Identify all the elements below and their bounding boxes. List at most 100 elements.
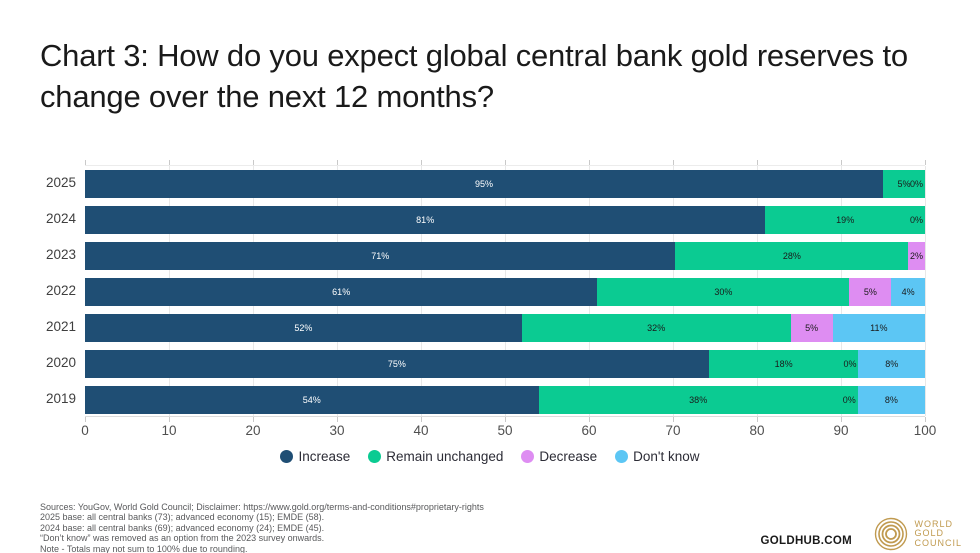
bar-row: 52% 32% 5% 11% — [85, 310, 925, 346]
axis-tick — [337, 160, 338, 165]
legend-item[interactable]: Don't know — [615, 449, 700, 464]
legend: Increase Remain unchanged Decrease Don't kn… — [0, 449, 980, 464]
bar-segment-label: 0% — [842, 395, 856, 405]
y-axis-category-label: 2021 — [45, 319, 76, 334]
wgc-logo-text: WORLD GOLD COUNCIL — [914, 518, 962, 549]
bar-segment[interactable] — [85, 314, 522, 342]
axis-tick — [253, 160, 254, 165]
bar-segment-label: 52% — [294, 323, 313, 333]
x-axis-tick-label: 50 — [497, 423, 513, 438]
legend-label: Don't know — [633, 449, 700, 464]
bar-segment[interactable] — [675, 242, 909, 270]
bar-segment[interactable] — [832, 314, 925, 342]
bar-segment[interactable] — [85, 350, 709, 378]
legend-swatch-icon — [615, 450, 629, 463]
y-axis-labels: 2025 2024 2023 2022 2021 2020 2019 — [0, 165, 76, 417]
footnotes: Sources: YouGov, World Gold Council; Dis… — [40, 502, 484, 553]
axis-tick — [925, 417, 926, 422]
legend-label: Increase — [298, 449, 351, 464]
bar-segment-label: 30% — [714, 287, 733, 297]
axis-tick — [841, 160, 842, 165]
bar-segment-label: 11% — [870, 323, 888, 333]
bar-segment-label: 4% — [901, 287, 915, 297]
legend-item[interactable]: Remain unchanged — [368, 449, 503, 464]
bar-segment[interactable] — [891, 278, 925, 306]
axis-tick — [673, 417, 674, 422]
gridline — [925, 166, 926, 416]
axis-tick — [337, 417, 338, 422]
x-axis-tick-label: 30 — [329, 423, 345, 438]
legend-label: Remain unchanged — [386, 449, 504, 464]
legend-label: Decrease — [539, 449, 598, 464]
y-axis-category-label: 2023 — [45, 247, 76, 262]
wgc-logo-line: COUNCIL — [914, 537, 962, 548]
bar-segment[interactable] — [790, 314, 833, 342]
wgc-rings-icon — [875, 517, 908, 551]
axis-tick — [925, 160, 926, 165]
y-axis-category-label: 2024 — [45, 211, 76, 226]
bar-segment-label: 28% — [782, 251, 801, 261]
bar-row: 54% 38% 0% 8% — [85, 382, 925, 418]
x-axis-tick-label: 10 — [161, 423, 177, 438]
bar-segment-label: 95% — [474, 179, 494, 189]
footnote-line: 2025 base: all central banks (73); advan… — [40, 512, 325, 523]
wgc-logo-line: WORLD — [914, 518, 953, 529]
axis-tick — [841, 417, 842, 422]
legend-item[interactable]: Decrease — [521, 449, 597, 464]
bar-segment[interactable] — [85, 278, 598, 306]
bar-row: 81% 19% 0% — [85, 202, 925, 238]
bar-segment[interactable] — [85, 386, 539, 414]
bar-segment-label: 61% — [332, 287, 351, 297]
axis-tick — [85, 417, 86, 422]
axis-tick — [169, 160, 170, 165]
bar-segment[interactable] — [85, 170, 883, 198]
legend-swatch-icon — [280, 450, 294, 463]
bar-segment[interactable] — [597, 278, 850, 306]
bar-segment[interactable] — [857, 386, 925, 414]
bar-segment[interactable] — [765, 206, 925, 234]
bar-segment[interactable] — [883, 170, 925, 198]
x-axis-tick-label: 100 — [913, 423, 937, 438]
bar-row: 75% 18% 0% 8% — [85, 346, 925, 382]
axis-tick — [85, 160, 86, 165]
x-axis-tick-label: 20 — [245, 423, 261, 438]
chart-title: Chart 3: How do you expect global centra… — [40, 38, 908, 114]
axis-tick — [757, 417, 758, 422]
x-axis-tick-label: 40 — [413, 423, 429, 438]
bar-segment[interactable] — [849, 278, 892, 306]
axis-tick — [589, 160, 590, 165]
bar-segment[interactable] — [908, 242, 925, 270]
bar-segment-label: 32% — [647, 323, 666, 333]
y-axis-category-label: 2020 — [45, 355, 76, 370]
bar-segment-label: 5% — [805, 323, 819, 333]
bar-segment-label: 5% — [863, 287, 877, 297]
x-axis: 0 10 20 30 40 50 60 70 80 90 100 — [81, 423, 936, 441]
x-axis-tick-label: 90 — [833, 423, 849, 438]
x-axis-tick-label: 80 — [749, 423, 765, 438]
bar-segment[interactable] — [521, 314, 791, 342]
bar-segment-label: 0% — [909, 179, 923, 189]
bar-row: 71% 28% 2% — [85, 238, 925, 274]
axis-tick — [253, 417, 254, 422]
legend-item[interactable]: Increase — [280, 449, 350, 464]
y-axis-category-label: 2022 — [45, 283, 76, 298]
bar-segment[interactable] — [85, 206, 766, 234]
bar-segment[interactable] — [708, 350, 859, 378]
footnote-line: 2024 base: all central banks (69); advan… — [40, 522, 325, 533]
bar-segment-label: 54% — [302, 395, 321, 405]
bar-row: 61% 30% 5% 4% — [85, 274, 925, 310]
bar-segment[interactable] — [85, 242, 676, 270]
bar-segment-label: 2% — [909, 251, 923, 261]
legend-swatch-icon — [368, 450, 382, 463]
bar-segment-label: 38% — [689, 395, 708, 405]
bar-row: 95% 5% 0% — [85, 166, 925, 202]
bar-segment-label: 18% — [774, 359, 793, 369]
bar-segment[interactable] — [858, 350, 925, 378]
axis-tick — [757, 160, 758, 165]
axis-tick — [673, 160, 674, 165]
bar-segment[interactable] — [538, 386, 858, 414]
bar-segment-label: 5% — [897, 179, 911, 189]
bar-segment-label: 8% — [884, 395, 898, 405]
x-axis-tick-label: 60 — [581, 423, 597, 438]
